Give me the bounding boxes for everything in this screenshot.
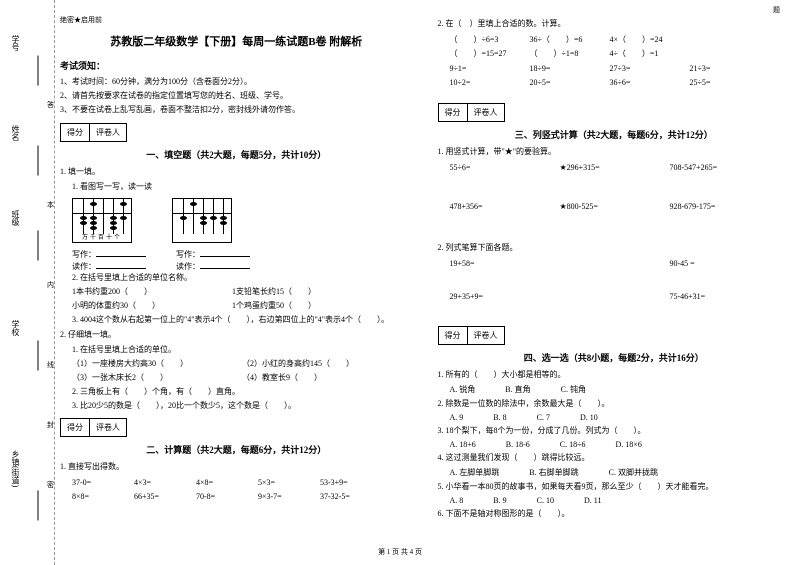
- blank[interactable]: [96, 260, 146, 269]
- q1-i4: 1个鸡蛋约重50（ ）: [232, 300, 316, 312]
- bind-line: [38, 146, 39, 176]
- q2-head: 2. 仔细填一填。: [60, 329, 413, 341]
- confidential-label: 绝密★启用前: [60, 15, 413, 25]
- page-footer: 第 1 页 共 4 页: [0, 547, 800, 557]
- margin-label: 封: [47, 420, 54, 430]
- right-column: 2. 在（ ）里填上合适的数。计算。 （ ）÷6=336÷（ ）=64×（ ）=…: [438, 15, 791, 523]
- q1-i1: 1本书约重200（ ）: [72, 286, 232, 298]
- calc-row: 29+35+9=75-46+31=: [450, 290, 791, 304]
- calc-row: 8×8=66+35=70-8=9×3-7=37-32-5=: [72, 490, 413, 504]
- bind-label-class: 班级: [10, 210, 21, 226]
- section-title-4: 四、选一选（共8小题，每题2分，共计16分）: [438, 351, 791, 364]
- bind-line: [38, 491, 39, 521]
- abacus-base: 万千百十个: [73, 234, 131, 242]
- blank[interactable]: [96, 248, 146, 257]
- grader-label: 评卷人: [468, 327, 504, 344]
- score-label: 得分: [439, 327, 468, 344]
- choice-q6: 6. 下面不是轴对称图形的是（ ）。: [438, 508, 791, 520]
- blank[interactable]: [200, 248, 250, 257]
- grader-label: 评卷人: [468, 104, 504, 121]
- top-right-label: 题: [773, 5, 780, 15]
- read-label: 读作：: [72, 262, 96, 271]
- calc-row: 478+356=★800-525=928-679-175=: [450, 200, 791, 214]
- q2-i1: （1）一座楼房大约高30（ ）: [72, 358, 242, 370]
- bind-label-id: 学号: [10, 35, 21, 51]
- read-label: 读作：: [176, 262, 200, 271]
- calc-row: （ ）÷6=336÷（ ）=64×（ ）=24: [450, 33, 791, 47]
- grader-label: 评卷人: [90, 124, 126, 141]
- margin-label: 答: [47, 100, 54, 110]
- bind-label-school: 学校: [10, 320, 21, 336]
- q1-head: 1. 填一填。: [60, 166, 413, 178]
- score-box: 得分 评卷人: [438, 103, 505, 122]
- margin-label: 本: [47, 200, 54, 210]
- bind-label-name: 姓名: [10, 125, 21, 141]
- abacus-1: 万千百十个: [72, 198, 132, 243]
- notice-heading: 考试须知：: [60, 59, 413, 72]
- bind-line: [38, 231, 39, 261]
- q2-sub2: 2. 三角板上有（ ）个角，有（ ）直角。: [72, 386, 413, 398]
- margin-label: 内: [47, 280, 54, 290]
- choice-q1: 1. 所有的（ ）大小都是相等的。: [438, 369, 791, 381]
- choice-q4: 4. 这过测量我们发现（ ）跳得比较远。: [438, 452, 791, 464]
- score-box: 得分 评卷人: [60, 123, 127, 142]
- calc2-head: 2. 在（ ）里填上合适的数。计算。: [438, 18, 791, 30]
- abacus-row: 万千百十个: [72, 198, 413, 243]
- main-content: 绝密★启用前 苏教版二年级数学【下册】每周一练试题B卷 附解析 考试须知： 1、…: [60, 15, 790, 523]
- section-title-2: 二、计算题（共2大题，每题6分，共计12分）: [60, 443, 413, 456]
- q2-i3: （3）一张木床长2（ ）: [72, 372, 242, 384]
- blank[interactable]: [200, 260, 250, 269]
- calc-row: 37-0=4×3=4×8=5×3=53-3+9=: [72, 476, 413, 490]
- abacus-2: [172, 198, 232, 243]
- notice-item: 2、请首先按要求在试卷的指定位置填写您的姓名、班级、学号。: [60, 90, 413, 101]
- write-label: 写作：: [176, 250, 200, 259]
- binding-column: 学号 姓名 班级 学校 乡镇(街道) 答 本 内 线 封 密: [0, 0, 55, 565]
- margin-label: 线: [47, 360, 54, 370]
- calc-row: 55÷6=★296+315=708-547+265=: [450, 161, 791, 175]
- write-label: 写作：: [72, 250, 96, 259]
- q1-i2: 1支铅笔长约15（ ）: [232, 286, 316, 298]
- score-label: 得分: [61, 124, 90, 141]
- left-column: 绝密★启用前 苏教版二年级数学【下册】每周一练试题B卷 附解析 考试须知： 1、…: [60, 15, 413, 523]
- q2-i4: （4）教室长9（ ）: [242, 372, 322, 384]
- q1-i3: 小明的体重约30（ ）: [72, 300, 232, 312]
- notice-item: 3、不要在试卷上乱写乱画，卷面不整洁扣2分，密封线外请勿作答。: [60, 104, 413, 115]
- section-title-3: 三、列竖式计算（共2大题，每题6分，共计12分）: [438, 128, 791, 141]
- q1-sub1: 1. 看图写一写，读一读: [72, 181, 413, 193]
- q2-sub1: 1. 在括号里填上合适的单位。: [72, 344, 413, 356]
- choice-options: A. 9B. 8C. 7D. 10: [450, 413, 791, 422]
- choice-options: A. 左脚单脚跳B. 右脚单脚跳C. 双脚并拢跳: [450, 467, 791, 478]
- q1-sub2: 2. 在括号里填上合适的单位名称。: [72, 272, 413, 284]
- bind-line: [38, 341, 39, 371]
- score-label: 得分: [439, 104, 468, 121]
- calc1-head: 1. 直接写出得数。: [60, 461, 413, 473]
- notice-item: 1、考试时间：60分钟，满分为100分（含卷面分2分）。: [60, 76, 413, 87]
- choice-q2: 2. 除数是一位数的除法中，余数最大是（ ）。: [438, 398, 791, 410]
- calc-row: 10÷2=20÷5=36÷6=25÷5=: [450, 76, 791, 90]
- choice-options: A. 锐角B. 直角C. 钝角: [450, 384, 791, 395]
- score-box: 得分 评卷人: [60, 418, 127, 437]
- grader-label: 评卷人: [90, 419, 126, 436]
- calc-row: （ ）=15=27（ ）÷1=84÷（ ）=1: [450, 47, 791, 61]
- score-box: 得分 评卷人: [438, 326, 505, 345]
- q1-sub3: 3. 4004这个数从右起第一位上的"4"表示4个（ ），右边第四位上的"4"表…: [72, 314, 413, 326]
- choice-q3: 3. 18个梨下，每8个为一份，分成了几份。列式为（ ）。: [438, 425, 791, 437]
- score-label: 得分: [61, 419, 90, 436]
- q2-i2: （2）小红的身高约145（ ）: [242, 358, 354, 370]
- choice-q5: 5. 小华看一本80页的故事书，如果每天看9页，那么至少（ ）天才能看完。: [438, 481, 791, 493]
- choice-options: A. 18+6B. 18-6C. 18÷6D. 18×6: [450, 440, 791, 449]
- calc-row: 9÷1=18÷9=27÷3=21÷3=: [450, 62, 791, 76]
- bind-label-town: 乡镇(街道): [10, 450, 21, 487]
- calc-row: 19+58=90-45 =: [450, 257, 791, 271]
- vert-head: 1. 用竖式计算，带"★"的要验算。: [438, 146, 791, 158]
- section-title-1: 一、填空题（共2大题，每题5分，共计10分）: [60, 148, 413, 161]
- vert-head2: 2. 列式笔算下面各题。: [438, 242, 791, 254]
- bind-line: [38, 56, 39, 86]
- margin-label: 密: [47, 480, 54, 490]
- choice-options: A. 8B. 9C. 10D. 11: [450, 496, 791, 505]
- q2-sub3: 3. 比20少5的数是（ ），20比一个数少5，这个数是（ ）。: [72, 400, 413, 412]
- exam-title: 苏教版二年级数学【下册】每周一练试题B卷 附解析: [60, 33, 413, 49]
